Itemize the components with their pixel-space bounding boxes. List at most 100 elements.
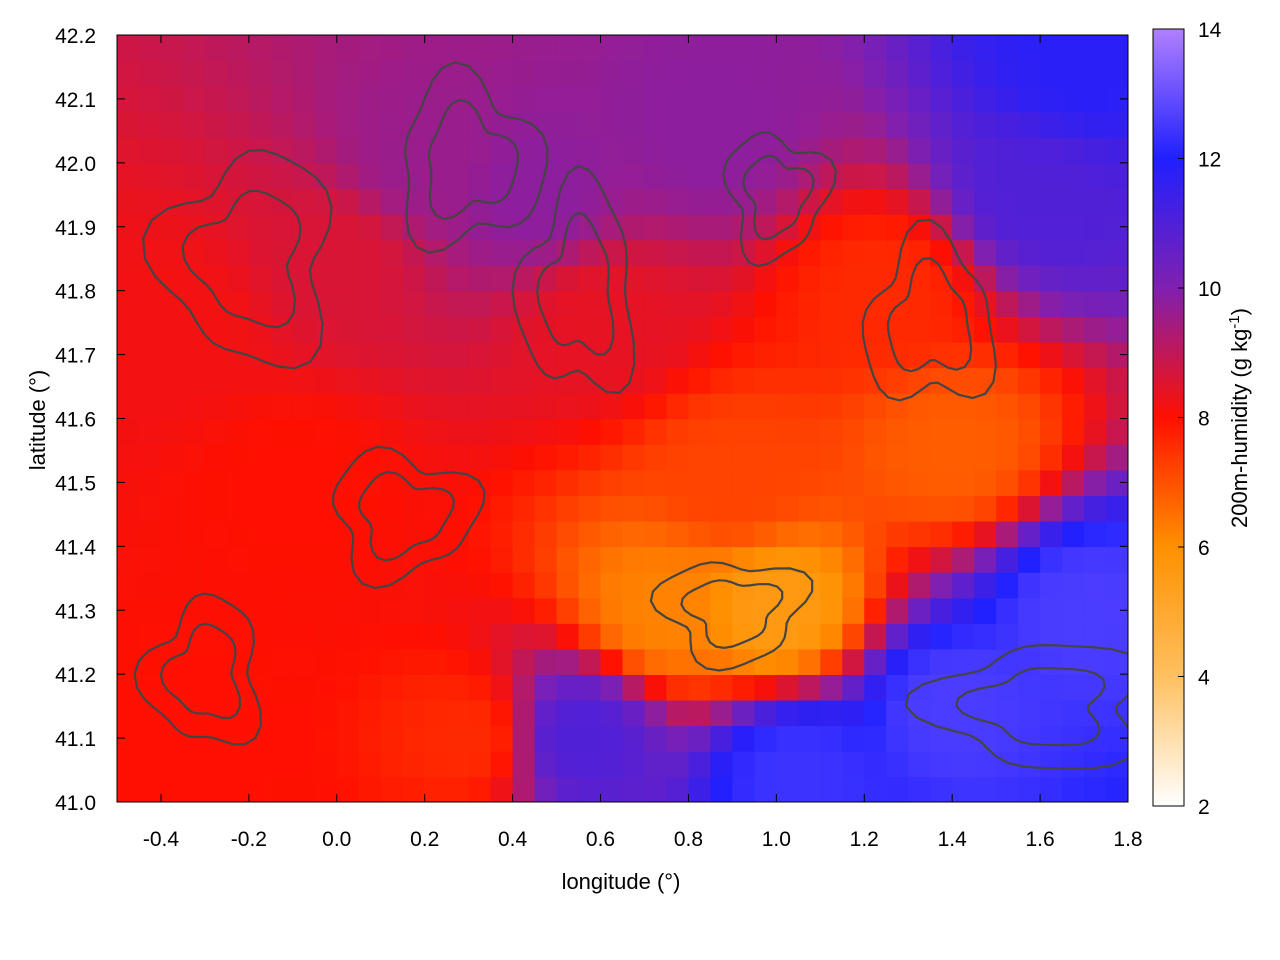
heatmap-cell — [908, 341, 931, 369]
heatmap-cell — [622, 137, 646, 164]
heatmap-cell — [798, 546, 822, 573]
heatmap-cell — [402, 623, 426, 650]
heatmap-cell — [556, 392, 580, 420]
heatmap-cell — [160, 111, 184, 139]
heatmap-cell — [490, 699, 514, 727]
heatmap-cell — [292, 290, 316, 318]
heatmap-cell — [226, 60, 250, 87]
heatmap-cell — [776, 188, 800, 215]
heatmap-cell — [732, 60, 756, 87]
heatmap-cell — [1040, 725, 1063, 752]
heatmap-cell — [754, 265, 778, 292]
heatmap-cell — [886, 367, 910, 394]
heatmap-cell — [1040, 188, 1063, 215]
heatmap-cell — [710, 495, 734, 522]
heatmap-cell — [578, 35, 602, 62]
heatmap-cell — [138, 392, 162, 420]
heatmap-cell — [226, 35, 250, 62]
contour-line — [404, 61, 549, 254]
heatmap-cell — [622, 213, 646, 241]
heatmap-cell — [930, 137, 953, 164]
heatmap-cell — [446, 137, 470, 164]
heatmap-cell — [336, 290, 360, 318]
heatmap-cell — [446, 776, 470, 802]
heatmap-cell — [1018, 35, 1041, 62]
heatmap-cell — [754, 290, 778, 318]
heatmap-cell — [886, 213, 910, 241]
terrain-contours — [133, 61, 1128, 770]
heatmap-cell — [1084, 750, 1107, 778]
heatmap-cell — [556, 776, 580, 802]
heatmap-cell — [204, 546, 228, 573]
heatmap-cell — [358, 367, 382, 394]
heatmap-cell — [1018, 725, 1041, 752]
heatmap-cell — [380, 137, 404, 164]
heatmap-cell — [776, 162, 800, 190]
heatmap-cell — [512, 367, 536, 394]
heatmap-cell — [512, 571, 536, 599]
heatmap-cell — [666, 776, 690, 802]
heatmap-cell — [578, 290, 602, 318]
heatmap-cell — [314, 86, 338, 113]
heatmap-cell — [996, 137, 1019, 164]
heatmap-cell — [380, 86, 404, 113]
heatmap-cell — [864, 35, 888, 62]
heatmap-cell — [578, 111, 602, 139]
heatmap-cell — [754, 86, 778, 113]
heatmap-cell — [270, 213, 294, 241]
y-tick-label: 41.7 — [55, 345, 96, 368]
heatmap-cell — [754, 725, 778, 752]
heatmap-cell — [1106, 674, 1128, 701]
heatmap-cell — [952, 60, 975, 87]
y-tick-label: 41.8 — [55, 281, 96, 304]
heatmap-cell — [710, 239, 734, 266]
heatmap-cell — [974, 418, 997, 445]
heatmap-cell — [358, 495, 382, 522]
heatmap-cell — [930, 776, 953, 802]
heatmap-cell — [710, 367, 734, 394]
heatmap-cell — [930, 699, 953, 727]
heatmap-cell — [820, 392, 844, 420]
heatmap-cell — [666, 111, 690, 139]
heatmap-cell — [578, 571, 602, 599]
heatmap-cell — [446, 367, 470, 394]
heatmap-cell — [336, 571, 360, 599]
heatmap-cell — [820, 86, 844, 113]
heatmap-cell — [204, 750, 228, 778]
heatmap-cell — [688, 750, 712, 778]
heatmap-cell — [424, 162, 448, 190]
heatmap-cell — [292, 213, 316, 241]
heatmap-cell — [1106, 469, 1128, 496]
heatmap-cell — [1084, 213, 1107, 241]
heatmap-cell — [358, 316, 382, 343]
heatmap-cell — [996, 623, 1019, 650]
heatmap-cell — [952, 623, 975, 650]
heatmap-cell — [842, 750, 866, 778]
heatmap-cell — [754, 699, 778, 727]
heatmap-cell — [798, 750, 822, 778]
heatmap-cell — [468, 444, 492, 471]
heatmap-cell — [600, 546, 624, 573]
heatmap-cell — [512, 162, 536, 190]
heatmap-cell — [138, 239, 162, 266]
heatmap-cell — [270, 597, 294, 624]
heatmap-cell — [556, 188, 580, 215]
heatmap-cell — [864, 86, 888, 113]
heatmap-cell — [490, 239, 514, 266]
heatmap-cell — [1084, 495, 1107, 522]
heatmap-cell — [1106, 111, 1128, 139]
heatmap-cell — [974, 725, 997, 752]
heatmap-cell — [996, 495, 1019, 522]
heatmap-cell — [1018, 341, 1041, 369]
heatmap-cell — [798, 674, 822, 701]
heatmap-cell — [996, 316, 1019, 343]
heatmap-cell — [1062, 265, 1085, 292]
heatmap-cell — [996, 725, 1019, 752]
heatmap-cell — [974, 571, 997, 599]
x-tick-label: 1.2 — [850, 828, 879, 851]
heatmap-cell — [732, 750, 756, 778]
heatmap-cell — [974, 623, 997, 650]
heatmap-cell — [798, 35, 822, 62]
heatmap-cell — [270, 725, 294, 752]
heatmap-cell — [1040, 392, 1063, 420]
